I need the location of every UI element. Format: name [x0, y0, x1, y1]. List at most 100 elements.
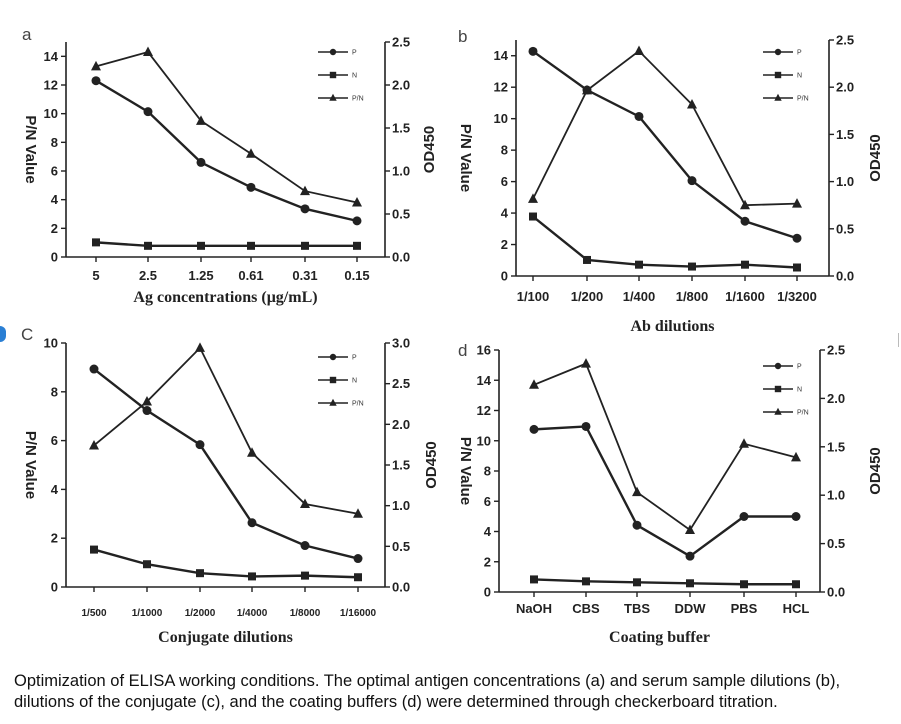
series-line-pn [533, 362, 797, 532]
edge-marker [0, 326, 6, 342]
left-y-tick-label: 14 [477, 373, 492, 388]
legend-label-p: P [352, 355, 357, 362]
x-axis-title: Ag concentrations (μg/mL) [133, 289, 317, 306]
legend-marker-p [329, 48, 337, 56]
right-y-tick-label: 2.5 [392, 376, 410, 391]
figure-caption: Optimization of ELISA working conditions… [14, 672, 841, 711]
data-point-p [353, 554, 363, 564]
legend-marker-n [329, 376, 337, 384]
data-point-p [634, 111, 644, 121]
data-point-pn [528, 193, 538, 203]
data-point-pn [791, 451, 801, 462]
data-point-pn [143, 46, 153, 57]
data-point-n [583, 255, 591, 264]
legend-marker-pn [774, 93, 782, 101]
left-y-tick-label: 10 [44, 336, 58, 351]
series-line-pn [532, 49, 798, 207]
series-line-p [93, 368, 359, 560]
right-y-tick-label: 0.5 [392, 539, 410, 554]
right-y-tick-label: 0.0 [392, 250, 410, 265]
x-tick-label: 1/500 [81, 608, 106, 619]
right-y-tick-label: 2.0 [392, 78, 410, 93]
right-y-tick-label: 0.0 [827, 585, 845, 600]
data-point-p [89, 364, 99, 374]
data-point-pn [300, 498, 310, 509]
x-tick-label: NaOH [516, 601, 552, 616]
left-y-axis-title: P/N Value [22, 115, 39, 183]
legend-marker-n [329, 71, 337, 79]
right-y-tick-label: 2.5 [836, 33, 854, 48]
right-y-tick-label: 1.0 [392, 164, 410, 179]
right-y-tick-label: 1.5 [836, 127, 854, 142]
left-y-tick-label: 14 [494, 48, 509, 63]
data-point-n [247, 241, 255, 250]
data-point-n [793, 263, 801, 272]
x-tick-label: 5 [92, 268, 99, 283]
left-y-tick-label: 6 [51, 433, 58, 448]
panel-letter: a [22, 25, 32, 44]
data-point-n [143, 560, 151, 569]
data-point-n [90, 545, 98, 554]
left-y-tick-label: 8 [51, 384, 58, 399]
data-point-p [246, 182, 256, 192]
legend-marker-n [774, 385, 782, 393]
series-line-pn [93, 346, 359, 515]
right-y-tick-label: 2.5 [392, 35, 410, 50]
legend-marker-n [774, 71, 782, 79]
data-point-n [144, 241, 152, 250]
legend-marker-p [774, 48, 782, 56]
x-tick-label: 1/1000 [132, 608, 163, 619]
x-tick-label: HCL [783, 601, 810, 616]
left-y-tick-label: 10 [494, 111, 508, 126]
data-point-pn [196, 115, 206, 125]
left-y-tick-label: 6 [484, 494, 491, 509]
data-point-n [248, 572, 256, 581]
right-y-tick-label: 0.0 [392, 580, 410, 595]
data-point-p [792, 233, 802, 243]
data-point-pn [195, 342, 205, 352]
data-point-n [582, 577, 590, 586]
x-tick-label: 0.15 [344, 268, 369, 283]
right-y-tick-label: 1.5 [392, 458, 410, 473]
legend-label-n: N [352, 378, 357, 385]
left-y-tick-label: 12 [477, 403, 491, 418]
data-point-pn [300, 185, 310, 196]
data-point-p [195, 440, 205, 450]
series-line-n [95, 241, 357, 248]
left-y-tick-label: 0 [51, 250, 58, 265]
legend-marker-pn [329, 93, 337, 101]
left-y-tick-label: 4 [484, 524, 492, 539]
left-y-tick-label: 2 [501, 237, 508, 252]
left-y-axis-title: P/N Value [22, 431, 39, 499]
left-y-tick-label: 4 [51, 482, 59, 497]
x-tick-label: 1/100 [517, 289, 550, 304]
data-point-p [739, 511, 749, 521]
chart-panel-a: a 0 2 4 6 8 10 12 14 0.0 0.5 1.0 1.5 2.0 2.5 5 2.5 1.25 0.… [22, 25, 438, 306]
left-y-tick-label: 8 [501, 143, 508, 158]
data-point-p [529, 424, 539, 434]
left-y-tick-label: 10 [477, 433, 491, 448]
x-tick-label: 1/1600 [725, 289, 765, 304]
data-point-n [633, 578, 641, 587]
data-point-pn [247, 447, 257, 457]
x-tick-label: 0.61 [238, 268, 263, 283]
panel-letter: b [458, 27, 467, 46]
data-point-p [685, 551, 695, 561]
data-point-pn [792, 198, 802, 208]
series-line-p [95, 79, 358, 223]
data-point-n [92, 238, 100, 247]
legend-label-n: N [352, 73, 357, 80]
data-point-p [581, 421, 591, 431]
left-y-tick-label: 0 [501, 269, 508, 284]
legend-label-pn: P/N [352, 96, 364, 103]
series-line-n [532, 215, 798, 269]
data-point-pn [685, 524, 695, 534]
x-tick-label: PBS [731, 601, 758, 616]
legend-label-pn: P/N [797, 410, 809, 417]
left-y-tick-label: 10 [44, 106, 58, 121]
legend-marker-p [329, 353, 337, 361]
x-tick-label: 1/800 [676, 289, 709, 304]
data-point-n [741, 260, 749, 269]
data-point-n [688, 262, 696, 271]
data-point-n [686, 579, 694, 588]
